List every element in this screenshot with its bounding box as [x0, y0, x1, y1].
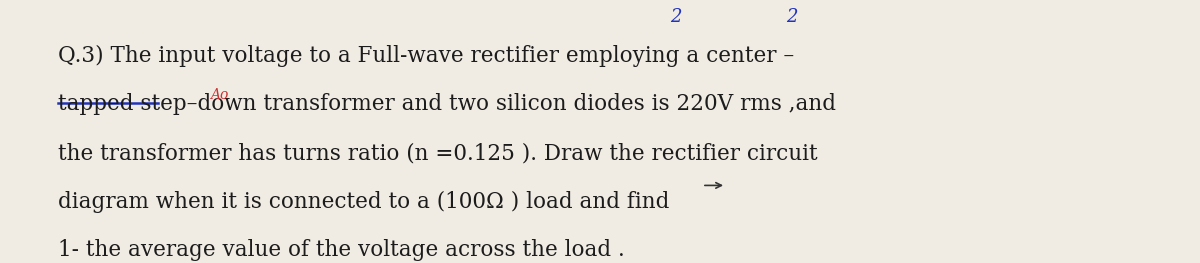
Text: diagram when it is connected to a (100Ω ) load and find: diagram when it is connected to a (100Ω …: [58, 191, 668, 213]
Text: Q.3) The input voltage to a Full-wave rectifier employing a center –: Q.3) The input voltage to a Full-wave re…: [58, 45, 794, 67]
Text: 2: 2: [786, 8, 798, 26]
Text: tapped step–down transformer and two silicon diodes is 220V rms ,and: tapped step–down transformer and two sil…: [58, 93, 835, 115]
Text: the transformer has turns ratio (n =0.125 ). Draw the rectifier circuit: the transformer has turns ratio (n =0.12…: [58, 142, 817, 164]
Text: 1- the average value of the voltage across the load .: 1- the average value of the voltage acro…: [58, 239, 624, 261]
Text: 2: 2: [670, 8, 682, 26]
Text: Ao: Ao: [210, 88, 228, 102]
